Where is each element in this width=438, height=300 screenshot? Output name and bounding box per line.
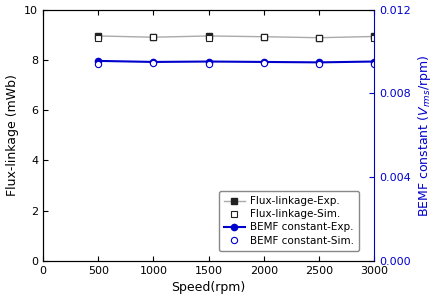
Flux-linkage-Exp. — [316, 36, 321, 40]
BEMF constant-Exp. — [150, 60, 155, 64]
Flux-linkage-Exp. — [261, 35, 266, 38]
Y-axis label: BEMF constant ($V_{rms}$/rpm): BEMF constant ($V_{rms}$/rpm) — [416, 54, 432, 217]
Flux-linkage-Sim. — [205, 36, 211, 40]
BEMF constant-Exp. — [371, 60, 376, 63]
X-axis label: Speed(rpm): Speed(rpm) — [171, 281, 245, 294]
BEMF constant-Exp. — [205, 60, 211, 63]
BEMF constant-Exp. — [316, 61, 321, 64]
Flux-linkage-Sim. — [261, 35, 266, 39]
BEMF constant-Exp. — [261, 60, 266, 64]
Flux-linkage-Exp. — [95, 34, 101, 38]
BEMF constant-Sim. — [205, 62, 211, 66]
Line: Flux-linkage-Exp.: Flux-linkage-Exp. — [95, 33, 377, 41]
Line: Flux-linkage-Sim.: Flux-linkage-Sim. — [95, 34, 377, 42]
Flux-linkage-Exp. — [205, 34, 211, 38]
Legend: Flux-linkage-Exp., Flux-linkage-Sim., BEMF constant-Exp., BEMF constant-Sim.: Flux-linkage-Exp., Flux-linkage-Sim., BE… — [218, 191, 358, 251]
BEMF constant-Exp. — [95, 59, 101, 63]
Flux-linkage-Sim. — [371, 36, 376, 40]
Flux-linkage-Exp. — [371, 35, 376, 38]
BEMF constant-Sim. — [371, 63, 376, 66]
BEMF constant-Sim. — [316, 63, 321, 66]
Line: BEMF constant-Sim.: BEMF constant-Sim. — [95, 60, 377, 68]
Flux-linkage-Sim. — [150, 35, 155, 39]
BEMF constant-Sim. — [150, 61, 155, 65]
Flux-linkage-Exp. — [150, 35, 155, 39]
BEMF constant-Sim. — [261, 61, 266, 65]
Y-axis label: Flux-linkage (mWb): Flux-linkage (mWb) — [6, 74, 18, 196]
Line: BEMF constant-Exp.: BEMF constant-Exp. — [95, 58, 377, 65]
BEMF constant-Sim. — [95, 63, 101, 66]
Flux-linkage-Sim. — [316, 36, 321, 40]
Flux-linkage-Sim. — [95, 37, 101, 40]
